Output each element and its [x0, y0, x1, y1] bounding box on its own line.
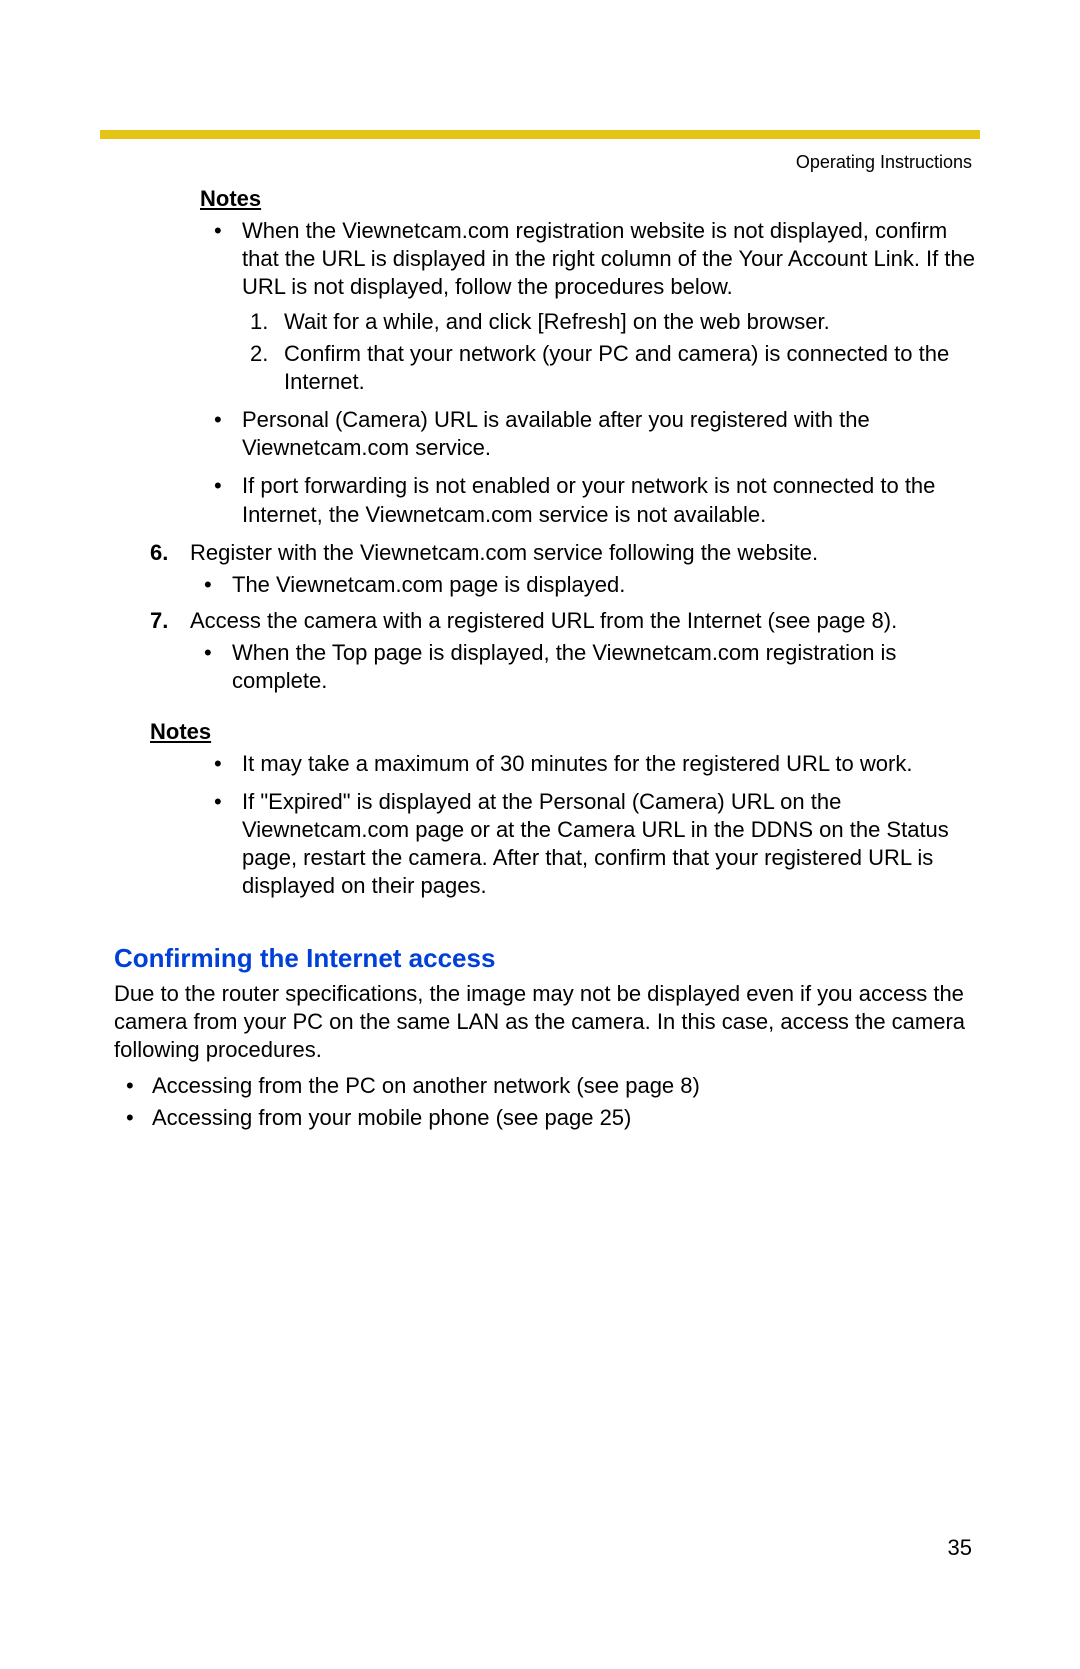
step-number: 6. — [150, 539, 168, 567]
step-sub-text: The Viewnetcam.com page is displayed. — [232, 572, 625, 597]
header-label: Operating Instructions — [796, 152, 972, 173]
notes2-bullet-text: It may take a maximum of 30 minutes for … — [242, 751, 912, 776]
notes1-substeps: 1. Wait for a while, and click [Refresh]… — [242, 308, 980, 396]
section-heading: Confirming the Internet access — [114, 942, 980, 975]
notes1-bullet-text: Personal (Camera) URL is available after… — [242, 407, 870, 460]
notes2-bullets: It may take a maximum of 30 minutes for … — [200, 750, 980, 901]
notes2-bullet-text: If "Expired" is displayed at the Persona… — [242, 789, 949, 898]
step-sub-item: The Viewnetcam.com page is displayed. — [190, 571, 980, 599]
notes1-bullet-text: When the Viewnetcam.com registration web… — [242, 218, 975, 299]
step-text: Register with the Viewnetcam.com service… — [190, 540, 818, 565]
substep-text: Confirm that your network (your PC and c… — [284, 341, 949, 394]
step-6-sub: The Viewnetcam.com page is displayed. — [190, 571, 980, 599]
section-bullet-text: Accessing from your mobile phone (see pa… — [152, 1105, 631, 1130]
step-number: 7. — [150, 607, 168, 635]
section-paragraph: Due to the router specifications, the im… — [114, 980, 980, 1064]
substep-number: 2. — [250, 340, 268, 368]
step-6: 6. Register with the Viewnetcam.com serv… — [150, 539, 980, 599]
section-bullet-text: Accessing from the PC on another network… — [152, 1073, 700, 1098]
notes1-substep: 1. Wait for a while, and click [Refresh]… — [242, 308, 980, 336]
step-sub-item: When the Top page is displayed, the View… — [190, 639, 980, 695]
section-bullet: Accessing from the PC on another network… — [114, 1072, 980, 1100]
notes1-substep: 2. Confirm that your network (your PC an… — [242, 340, 980, 396]
notes1-bullet: When the Viewnetcam.com registration web… — [200, 217, 980, 396]
notes-block-1: Notes When the Viewnetcam.com registrati… — [200, 185, 980, 529]
notes-block-2: Notes It may take a maximum of 30 minute… — [150, 718, 980, 901]
notes1-bullets: When the Viewnetcam.com registration web… — [200, 217, 980, 529]
notes1-bullet: If port forwarding is not enabled or you… — [200, 472, 980, 528]
main-steps: 6. Register with the Viewnetcam.com serv… — [150, 539, 980, 696]
step-sub-text: When the Top page is displayed, the View… — [232, 640, 896, 693]
step-7: 7. Access the camera with a registered U… — [150, 607, 980, 695]
step-7-sub: When the Top page is displayed, the View… — [190, 639, 980, 695]
content-area: Notes When the Viewnetcam.com registrati… — [114, 185, 980, 1136]
notes2-bullet: It may take a maximum of 30 minutes for … — [200, 750, 980, 778]
notes1-bullet: Personal (Camera) URL is available after… — [200, 406, 980, 462]
section-bullets: Accessing from the PC on another network… — [114, 1072, 980, 1132]
notes2-bullet: If "Expired" is displayed at the Persona… — [200, 788, 980, 901]
notes-heading-1: Notes — [200, 185, 980, 213]
step-text: Access the camera with a registered URL … — [190, 608, 897, 633]
notes-heading-2: Notes — [150, 718, 980, 746]
substep-number: 1. — [250, 308, 268, 336]
header-rule — [100, 130, 980, 139]
section-bullet: Accessing from your mobile phone (see pa… — [114, 1104, 980, 1132]
substep-text: Wait for a while, and click [Refresh] on… — [284, 309, 830, 334]
page: Operating Instructions Notes When the Vi… — [0, 0, 1080, 1669]
page-number: 35 — [948, 1535, 972, 1561]
notes1-bullet-text: If port forwarding is not enabled or you… — [242, 473, 935, 526]
